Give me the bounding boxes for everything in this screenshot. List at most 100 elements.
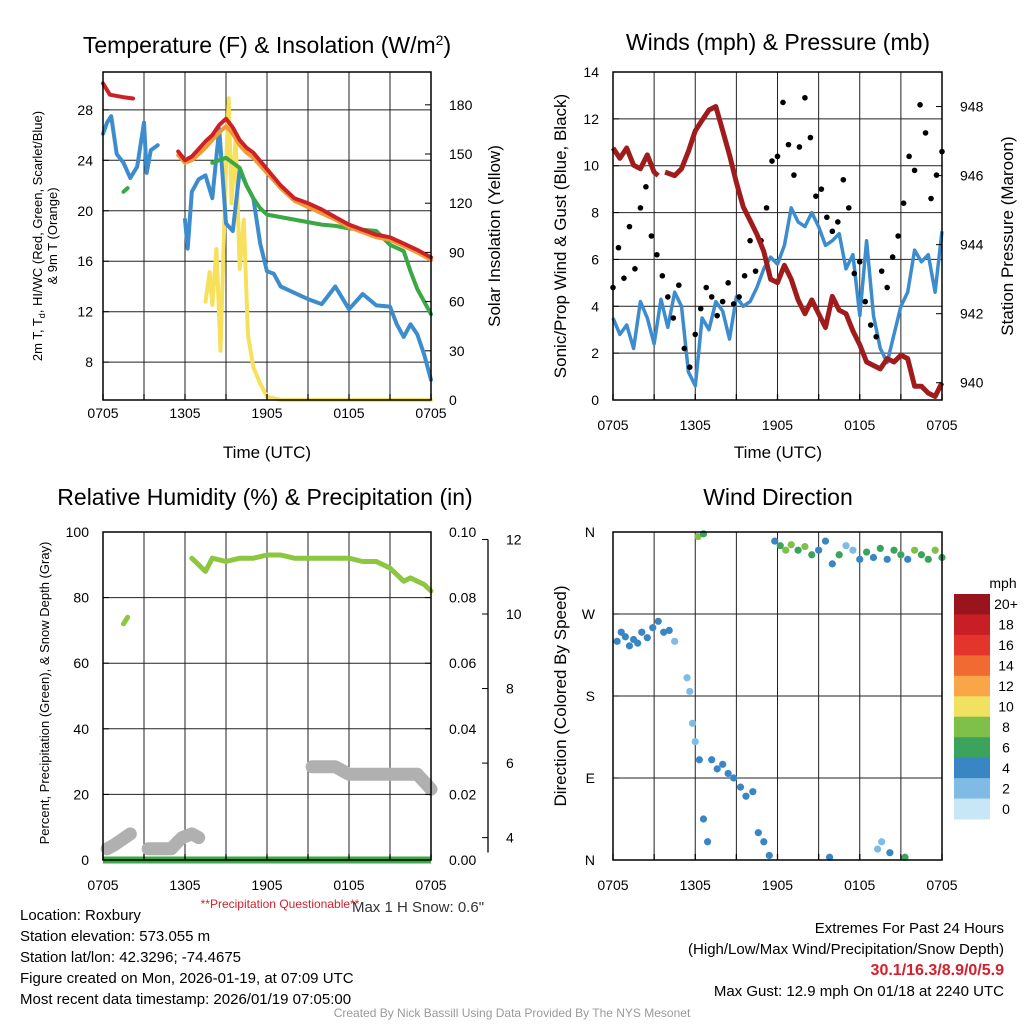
x-tick-label: 0705 <box>415 877 446 893</box>
rh-snow-note: Max 1 H Snow: 0.6" <box>352 899 484 916</box>
gust-point <box>802 94 808 101</box>
gust-point <box>714 312 720 319</box>
temp-xlabel: Time (UTC) <box>223 443 311 462</box>
colorbar-label: 18 <box>998 617 1014 633</box>
y-right-tick-label: 150 <box>449 146 473 162</box>
gust-point <box>824 214 830 221</box>
rh-panel: Relative Humidity (%) & Precipitation (i… <box>37 484 522 916</box>
colorbar-label: 8 <box>1002 719 1010 735</box>
x-tick-label: 0705 <box>597 417 628 433</box>
direction-point <box>691 737 699 746</box>
direction-point <box>863 548 871 556</box>
direction-point <box>924 555 932 563</box>
gust-point <box>615 244 622 251</box>
colorbar-swatch <box>954 675 990 697</box>
direction-point <box>671 637 679 645</box>
snow-tick-label: 4 <box>506 830 514 846</box>
direction-point <box>886 849 894 857</box>
y-right-tick-label: 0.00 <box>449 852 476 868</box>
gust-point <box>796 144 803 150</box>
gust-point <box>654 251 660 258</box>
station-info: Location: Roxbury Station elevation: 573… <box>20 905 354 1010</box>
y-tick-label: 12 <box>77 304 93 320</box>
extremes-gust: Max Gust: 12.9 mph On 01/18 at 2240 UTC <box>713 983 1004 1000</box>
colorbar-swatch <box>954 778 990 800</box>
x-tick-label: 1905 <box>762 417 793 433</box>
direction-point <box>842 542 850 550</box>
pressure-line <box>610 104 945 399</box>
direction-point <box>897 551 905 559</box>
direction-point <box>688 719 697 727</box>
direction-point <box>815 546 823 554</box>
gust-point <box>851 270 858 277</box>
colorbar-label: 0 <box>1002 801 1010 817</box>
direction-point <box>910 546 919 554</box>
extremes-title: Extremes For Past 24 Hours <box>814 920 1004 937</box>
direction-point <box>724 769 732 778</box>
direction-point <box>742 792 750 800</box>
direction-point <box>638 628 646 636</box>
direction-point <box>760 838 768 846</box>
direction-point <box>904 555 912 563</box>
station-location: Location: Roxbury <box>20 907 141 924</box>
colorbar: 20+ 18 16 14 12 10 8 6 4 2 0 <box>954 594 1018 820</box>
gust-point <box>736 294 742 300</box>
dir-tick-label: W <box>582 606 596 622</box>
y-tick-label: 80 <box>73 590 89 606</box>
direction-point <box>699 815 708 823</box>
direction-point <box>703 838 712 846</box>
direction-point <box>749 788 757 796</box>
y-tick-label: 8 <box>591 205 599 221</box>
gust-point <box>747 237 753 244</box>
y-right-tick-label: 0.10 <box>449 524 476 540</box>
gust-point <box>856 258 863 265</box>
gust-point <box>730 301 737 307</box>
y-tick-label: 40 <box>73 721 89 737</box>
temp-series-line <box>121 155 433 317</box>
gust-point <box>900 200 907 206</box>
dir-grid <box>613 532 942 860</box>
direction-point <box>625 642 634 650</box>
dir-tick-label: N <box>585 852 595 868</box>
y-right-tick-label: 90 <box>449 244 465 260</box>
wdir-title: Wind Direction <box>703 484 853 510</box>
gust-point <box>928 195 934 202</box>
y-tick-label: 8 <box>85 354 93 370</box>
direction-point <box>719 760 727 768</box>
x-tick-label: 1305 <box>169 877 200 893</box>
y-right-tick-label: 944 <box>960 237 984 253</box>
direction-point <box>634 639 642 647</box>
y-right-tick-label: 940 <box>960 375 984 391</box>
colorbar-label: 4 <box>1002 760 1010 776</box>
direction-point <box>708 756 716 764</box>
colorbar-swatch <box>954 737 990 759</box>
direction-point <box>876 544 884 553</box>
gust-point <box>840 176 847 183</box>
direction-point <box>649 624 657 632</box>
direction-point <box>654 617 662 625</box>
gust-point <box>911 167 918 174</box>
gust-point <box>845 205 852 211</box>
gust-point <box>769 158 775 164</box>
dir-tick-label: S <box>586 688 595 704</box>
direction-point <box>849 546 857 554</box>
rh-grid <box>103 531 431 861</box>
direction-point <box>917 551 926 559</box>
y-tick-label: 20 <box>73 786 89 802</box>
snow-tick-label: 8 <box>506 681 514 697</box>
direction-point <box>869 553 878 562</box>
direction-point <box>856 555 864 563</box>
direction-point <box>765 851 773 860</box>
gust-point <box>785 141 792 148</box>
gust-point <box>835 219 841 225</box>
gust-point <box>862 298 869 305</box>
x-tick-label: 0105 <box>844 877 875 893</box>
gust-point <box>665 294 671 300</box>
direction-point <box>660 628 668 636</box>
y-right-tick-label: 60 <box>449 294 465 310</box>
colorbar-label: 2 <box>1002 780 1010 796</box>
snow-depth-line <box>100 760 438 856</box>
y-right-tick-label: 0.06 <box>449 655 476 671</box>
x-tick-label: 0105 <box>333 877 364 893</box>
colorbar-label: 12 <box>998 678 1014 694</box>
